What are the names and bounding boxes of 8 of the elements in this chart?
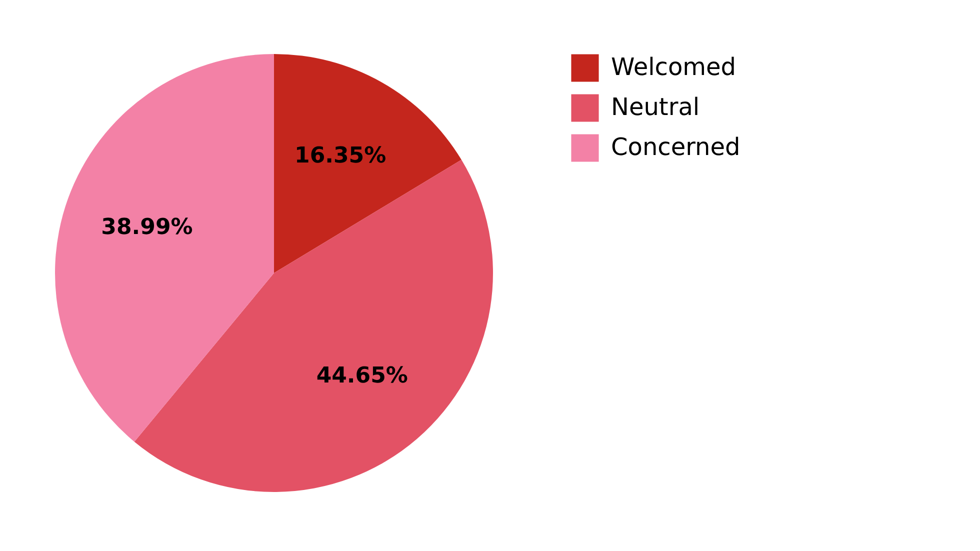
pie-slice: [55, 54, 274, 442]
pie-slice: [274, 54, 462, 273]
legend-label: Welcomed: [611, 53, 736, 81]
data-label: 44.65%: [316, 363, 408, 388]
legend-label: Neutral: [611, 93, 700, 121]
data-label: 38.99%: [101, 215, 193, 240]
data-label: 16.35%: [294, 143, 386, 168]
legend-label: Concerned: [611, 133, 740, 161]
